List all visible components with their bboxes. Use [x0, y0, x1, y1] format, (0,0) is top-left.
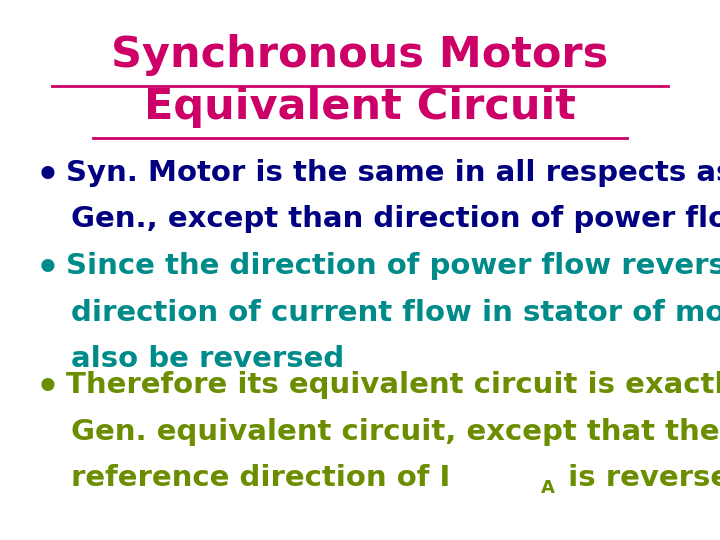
- Text: is reversed: is reversed: [558, 464, 720, 492]
- Text: •: •: [35, 371, 59, 407]
- Text: Equivalent Circuit: Equivalent Circuit: [144, 86, 576, 128]
- Text: Syn. Motor is the same in all respects as Syn.: Syn. Motor is the same in all respects a…: [66, 159, 720, 186]
- Text: •: •: [35, 252, 59, 288]
- Text: direction of current flow in stator of motor may: direction of current flow in stator of m…: [71, 299, 720, 327]
- Text: Gen. equivalent circuit, except that the: Gen. equivalent circuit, except that the: [71, 418, 719, 446]
- Text: Since the direction of power flow reversed,: Since the direction of power flow revers…: [66, 252, 720, 280]
- Text: also be reversed: also be reversed: [71, 345, 344, 373]
- Text: Therefore its equivalent circuit is exactly as Syn.: Therefore its equivalent circuit is exac…: [66, 371, 720, 399]
- Text: Synchronous Motors: Synchronous Motors: [112, 34, 608, 76]
- Text: •: •: [35, 159, 59, 194]
- Text: Gen., except than direction of power flow: Gen., except than direction of power flo…: [71, 205, 720, 233]
- Text: reference direction of I: reference direction of I: [71, 464, 451, 492]
- Text: A: A: [541, 479, 555, 497]
